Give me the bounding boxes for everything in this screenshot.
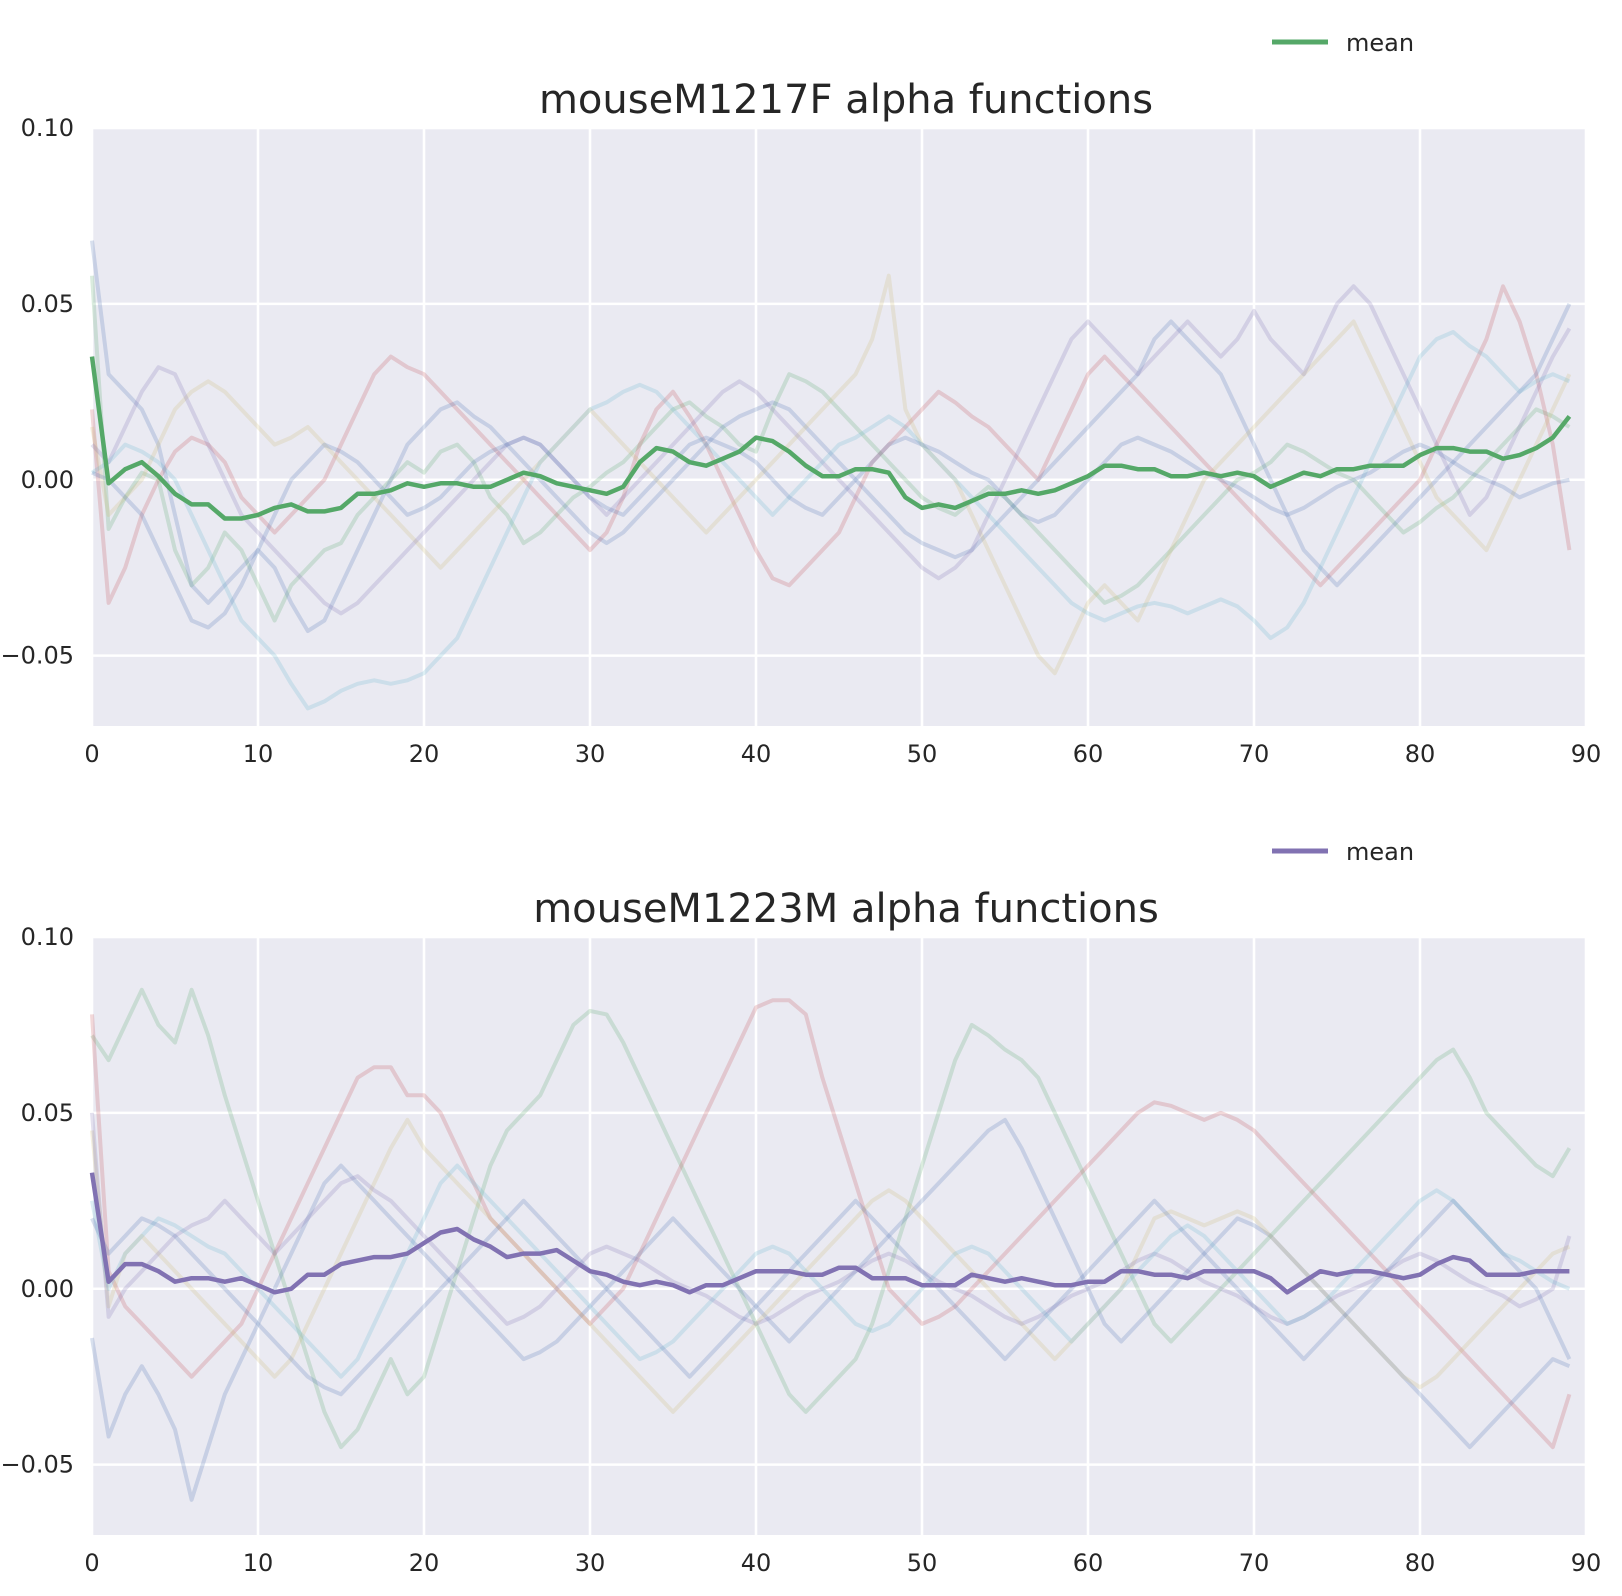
trial-series-line: [90, 330, 1571, 711]
y-tick-label: −0.05: [0, 1451, 74, 1479]
x-axis-ticks: 0 10 20 30 40 50 60 70 80 90: [84, 740, 1601, 768]
x-tick-label: 70: [1239, 740, 1270, 768]
chart-title: mouseM1217F alpha functions: [539, 77, 1153, 123]
chart-panel-mouseM1217F: mean mouseM1217F alpha functions 0 10 20 30…: [0, 29, 1601, 768]
x-tick-label: 60: [1073, 1549, 1104, 1577]
trial-series-line: [90, 275, 1571, 623]
y-tick-label: 0.00: [21, 466, 74, 494]
legend: mean: [1272, 838, 1414, 866]
x-tick-label: 30: [575, 740, 606, 768]
legend-mean-label: mean: [1346, 29, 1414, 57]
x-tick-label: 20: [409, 740, 440, 768]
x-tick-label: 0: [84, 1549, 99, 1577]
x-tick-label: 80: [1405, 1549, 1436, 1577]
x-tick-label: 70: [1239, 1549, 1270, 1577]
y-tick-label: 0.05: [21, 290, 74, 318]
plot-area: [92, 937, 1586, 1535]
x-axis-ticks: 0 10 20 30 40 50 60 70 80 90: [84, 1549, 1601, 1577]
y-tick-label: 0.05: [21, 1099, 74, 1127]
x-tick-label: 50: [907, 740, 938, 768]
x-tick-label: 0: [84, 740, 99, 768]
y-axis-ticks: −0.05 0.00 0.05 0.10: [0, 114, 74, 670]
x-tick-label: 20: [409, 1549, 440, 1577]
mean-series-line: [89, 1172, 1570, 1295]
x-tick-label: 90: [1571, 1549, 1602, 1577]
trial-series-line: [90, 1198, 1572, 1397]
trial-series-line: [90, 1163, 1571, 1379]
x-tick-label: 40: [741, 1549, 772, 1577]
series-layer: [89, 240, 1572, 711]
y-tick-label: 0.10: [21, 114, 74, 142]
x-tick-label: 90: [1571, 740, 1602, 768]
trial-series-line: [90, 284, 1572, 616]
y-tick-label: 0.10: [21, 923, 74, 951]
trial-series-line: [90, 1117, 1571, 1414]
y-tick-label: 0.00: [21, 1275, 74, 1303]
x-tick-label: 50: [907, 1549, 938, 1577]
trial-series-line: [90, 987, 1572, 1450]
x-tick-label: 10: [243, 1549, 274, 1577]
grid-lines: [90, 935, 1588, 1535]
y-tick-label: −0.05: [0, 642, 74, 670]
trial-series-line: [90, 273, 1572, 676]
trial-series-line: [90, 1117, 1571, 1502]
x-tick-label: 80: [1405, 740, 1436, 768]
x-tick-label: 10: [243, 740, 274, 768]
plot-area: [92, 128, 1586, 726]
trial-series-line: [90, 1112, 1572, 1326]
grid-lines: [90, 126, 1588, 726]
y-axis-ticks: −0.05 0.00 0.05 0.10: [0, 923, 74, 1479]
legend-mean-label: mean: [1346, 838, 1414, 866]
chart-panel-mouseM1223M: mean mouseM1223M alpha functions 0 10 20 30…: [0, 838, 1601, 1577]
mean-series-line: [89, 356, 1572, 521]
x-tick-label: 60: [1073, 740, 1104, 768]
trial-series-line: [90, 284, 1572, 605]
trial-series-line: [90, 998, 1572, 1450]
x-tick-label: 40: [741, 740, 772, 768]
legend: mean: [1272, 29, 1414, 57]
trial-series-line: [90, 240, 1572, 633]
series-layer: [89, 987, 1572, 1502]
chart-title: mouseM1223M alpha functions: [533, 886, 1159, 932]
trial-series-line: [91, 435, 1570, 630]
x-tick-label: 30: [575, 1549, 606, 1577]
